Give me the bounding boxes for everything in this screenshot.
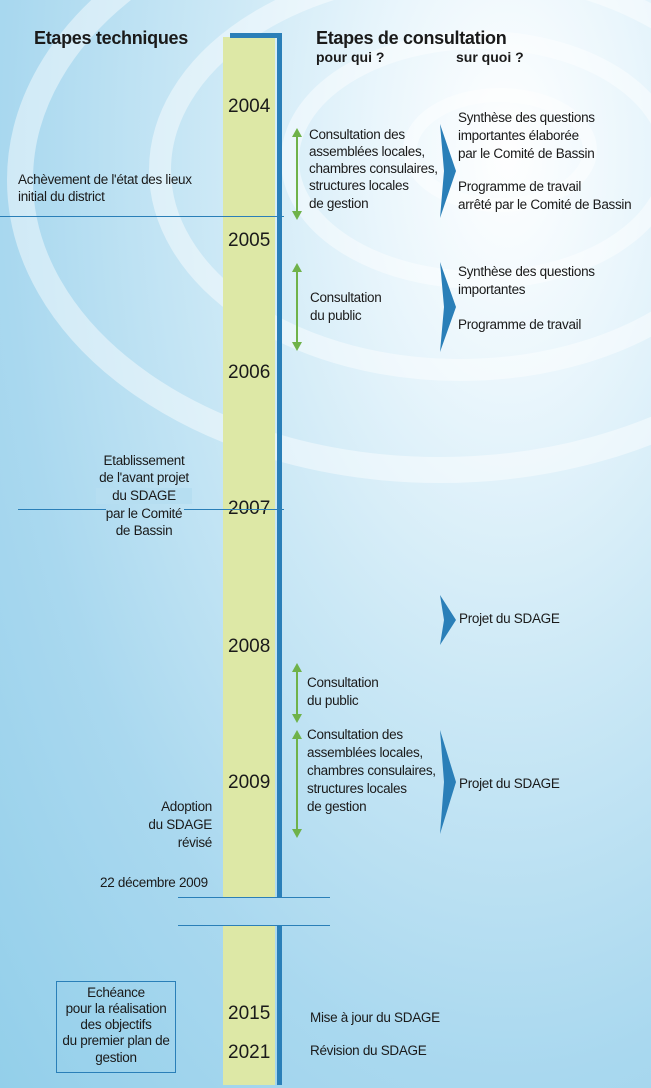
consult-local-1: Consultation des (309, 127, 405, 142)
inventory-label-2: initial du district (18, 189, 105, 204)
adoption-label-1: Adoption (161, 799, 212, 814)
topic-2008-project: Projet du SDAGE (459, 611, 560, 626)
year-2005: 2005 (228, 230, 271, 251)
header-for-whom: pour qui ? (316, 49, 385, 65)
consult-local-5: de gestion (309, 196, 369, 211)
preproject-label-2: de l'avant projet (99, 470, 189, 485)
timeline-band-upper (223, 37, 275, 897)
timeline-axis-upper (277, 33, 282, 897)
inventory-marker-line (0, 216, 284, 217)
preproject-marker-line-left (18, 509, 106, 510)
consult-public-2008-2: du public (307, 693, 359, 708)
double-arrow-icon (292, 263, 302, 351)
consult-public-2008-1: Consultation (307, 675, 379, 690)
deadline-box (56, 981, 176, 1073)
topic-2004-synthesis-1: Synthèse des questions (458, 110, 595, 125)
pointer-arrow-icon (440, 595, 456, 645)
consult-public-2: du public (310, 308, 362, 323)
timeline-band-lower (223, 925, 275, 1085)
double-arrow-icon (292, 128, 302, 220)
deadline-label-1: Echéance (87, 985, 145, 1000)
consult-local-4: structures locales (309, 178, 409, 193)
year-2006: 2006 (228, 362, 271, 383)
topic-2004-program-2: arrêté par le Comité de Bassin (458, 197, 632, 212)
milestone-2015-update: Mise à jour du SDAGE (310, 1010, 440, 1025)
deadline-label-4: du premier plan de (62, 1033, 170, 1048)
pointer-arrow-icon (440, 262, 456, 352)
year-2015: 2015 (228, 1003, 271, 1024)
pointer-arrow-icon (440, 730, 456, 834)
topic-2004-synthesis-3: par le Comité de Bassin (458, 146, 595, 161)
header-about-what: sur quoi ? (456, 49, 524, 65)
deadline-label-2: pour la réalisation (65, 1001, 167, 1016)
double-arrow-icon (292, 730, 302, 838)
preproject-label-1: Etablissement (103, 453, 185, 468)
header-consultation: Etapes de consultation (316, 28, 507, 48)
consult-public-1: Consultation (310, 290, 382, 305)
header-technical: Etapes techniques (34, 28, 188, 48)
topic-2004-program-1: Programme de travail (458, 179, 582, 194)
adoption-date: 22 décembre 2009 (100, 875, 208, 890)
timeline-axis-lower (277, 925, 282, 1085)
preproject-marker-line-right (184, 509, 284, 510)
year-2007: 2007 (228, 498, 271, 519)
double-arrow-icon (292, 663, 302, 723)
axis-break-line-top (178, 897, 330, 898)
milestone-2021-revision: Révision du SDAGE (310, 1043, 427, 1058)
preproject-label-3: du SDAGE (96, 488, 192, 504)
adoption-label-3: révisé (177, 835, 213, 850)
consult-local-2009-3: chambres consulaires, (307, 763, 436, 778)
year-2021: 2021 (228, 1042, 271, 1063)
consult-local-2009-2: assemblées locales, (307, 745, 423, 760)
topic-2005-program: Programme de travail (458, 317, 582, 332)
deadline-label-3: des objectifs (80, 1017, 152, 1032)
preproject-label-5: de Bassin (115, 523, 173, 538)
preproject-label-4: par le Comité (105, 506, 183, 521)
year-2004: 2004 (228, 96, 271, 117)
topic-2005-synthesis-2: importantes (458, 282, 526, 297)
pointer-arrow-icon (440, 124, 456, 218)
topic-2004-synthesis-2: importantes élaborée (458, 128, 579, 143)
topic-2005-synthesis-1: Synthèse des questions (458, 264, 595, 279)
axis-break-line-bottom (178, 925, 330, 926)
year-2009: 2009 (228, 772, 271, 793)
adoption-label-2: du SDAGE (148, 817, 212, 832)
year-2008: 2008 (228, 636, 271, 657)
consult-local-2009-4: structures locales (307, 781, 407, 796)
inventory-label-1: Achèvement de l'état des lieux (18, 172, 192, 187)
consult-local-2009-1: Consultation des (307, 727, 403, 742)
timeline-top-cap (230, 33, 282, 38)
consult-local-3: chambres consulaires, (309, 161, 438, 176)
consult-local-2009-5: de gestion (307, 799, 367, 814)
deadline-label-5: gestion (95, 1050, 137, 1065)
topic-2009-project: Projet du SDAGE (459, 776, 560, 791)
consult-local-2: assemblées locales, (309, 144, 425, 159)
